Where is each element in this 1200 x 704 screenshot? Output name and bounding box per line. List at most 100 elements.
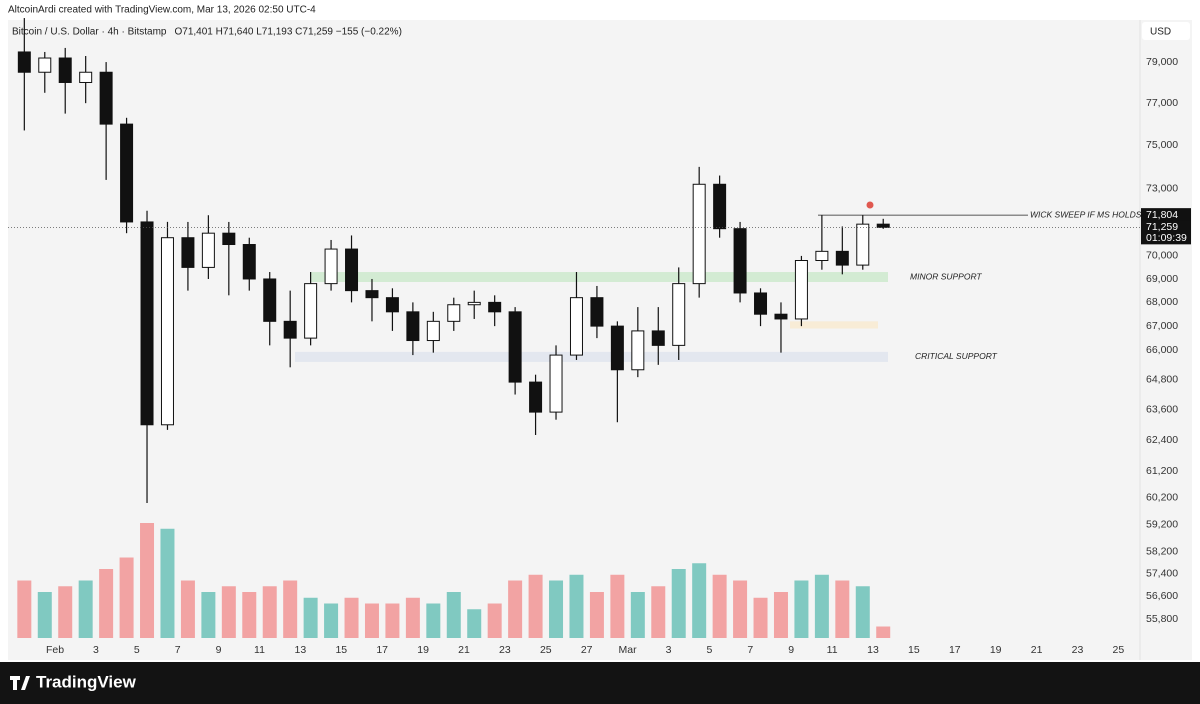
x-tick-label: 17 bbox=[949, 644, 961, 656]
candle-body bbox=[324, 248, 338, 285]
zone bbox=[790, 321, 878, 329]
y-tick-label: 63,600 bbox=[1146, 403, 1178, 415]
volume-bar bbox=[610, 574, 625, 638]
volume-bar bbox=[201, 592, 216, 638]
x-tick-label: 13 bbox=[867, 644, 879, 656]
candle-body bbox=[651, 330, 665, 346]
logo-text: TradingView bbox=[36, 672, 137, 691]
candle-body bbox=[160, 237, 174, 426]
volume-bar bbox=[385, 603, 400, 638]
volume-bar bbox=[364, 603, 379, 638]
volume-bar bbox=[651, 586, 666, 638]
candle-body bbox=[17, 51, 31, 73]
volume-bar bbox=[733, 580, 748, 638]
volume-bar bbox=[180, 580, 195, 638]
volume-bar bbox=[140, 523, 155, 638]
ohlc-legend: O71,401 H71,640 L71,193 C71,259 −155 (−0… bbox=[175, 27, 402, 38]
y-tick-label: 56,600 bbox=[1146, 590, 1178, 602]
y-tick-label: 70,000 bbox=[1146, 250, 1178, 262]
x-tick-label: 3 bbox=[93, 644, 99, 656]
x-tick-label: 5 bbox=[134, 644, 140, 656]
volume-bar bbox=[712, 574, 727, 638]
logo-icon bbox=[10, 676, 30, 690]
candle-body bbox=[529, 381, 543, 413]
x-tick-label: 3 bbox=[666, 644, 672, 656]
y-tick-label: 59,200 bbox=[1146, 518, 1178, 530]
candle-body bbox=[590, 297, 604, 327]
y-tick-label: 73,000 bbox=[1146, 182, 1178, 194]
sweep-tag-text: 71,804 bbox=[1146, 209, 1178, 221]
alert-dot bbox=[866, 201, 874, 209]
candle-body bbox=[385, 297, 399, 313]
x-tick-label: 21 bbox=[458, 644, 470, 656]
x-tick-label: 7 bbox=[747, 644, 753, 656]
x-tick-label: 13 bbox=[295, 644, 307, 656]
x-tick-label: 25 bbox=[1113, 644, 1125, 656]
candle-body bbox=[304, 283, 318, 339]
y-tick-label: 77,000 bbox=[1146, 97, 1178, 109]
x-tick-label: 9 bbox=[788, 644, 794, 656]
x-tick-label: 11 bbox=[827, 644, 838, 656]
volume-bar bbox=[119, 557, 134, 638]
x-tick-label: 15 bbox=[908, 644, 920, 656]
x-tick-label: 19 bbox=[417, 644, 429, 656]
x-tick-label: 7 bbox=[175, 644, 181, 656]
attribution: AltcoinArdi created with TradingView.com… bbox=[8, 5, 316, 16]
footer bbox=[0, 662, 1200, 704]
x-tick-label: 19 bbox=[990, 644, 1002, 656]
volume-bar bbox=[528, 574, 543, 638]
candle-body bbox=[610, 325, 624, 371]
candle-body bbox=[876, 223, 890, 228]
candle-body bbox=[549, 354, 563, 413]
y-tick-label: 68,000 bbox=[1146, 296, 1178, 308]
candle-body bbox=[99, 71, 113, 125]
volume-bar bbox=[569, 574, 584, 638]
volume-bar bbox=[262, 586, 277, 638]
y-tick-label: 75,000 bbox=[1146, 139, 1178, 151]
volume-bar bbox=[753, 597, 768, 638]
zone-label: MINOR SUPPORT bbox=[910, 271, 982, 281]
candle-body bbox=[815, 250, 829, 262]
volume-bar bbox=[283, 580, 298, 638]
y-tick-label: 60,200 bbox=[1146, 491, 1178, 503]
candle-body bbox=[692, 183, 706, 285]
y-tick-label: 58,200 bbox=[1146, 546, 1178, 558]
volume-bar bbox=[487, 603, 502, 638]
candle-body bbox=[569, 297, 583, 356]
candle-body bbox=[426, 320, 440, 342]
plot: MINOR SUPPORT CRITICAL SUPPORT 79,000 77,00… bbox=[8, 18, 1191, 656]
volume-bar bbox=[794, 580, 809, 638]
candle-body bbox=[835, 250, 849, 266]
x-tick-label: 9 bbox=[216, 644, 222, 656]
chart-title: Bitcoin / U.S. Dollar · 4h · Bitstamp bbox=[12, 27, 167, 38]
volume-bar bbox=[876, 626, 891, 638]
volume-bar bbox=[242, 592, 257, 638]
x-tick-label: 5 bbox=[706, 644, 712, 656]
candle-body bbox=[856, 223, 870, 266]
candle-body bbox=[467, 301, 481, 306]
candle-body bbox=[447, 304, 461, 322]
candle-body bbox=[631, 330, 645, 371]
volume-bar bbox=[344, 597, 359, 638]
sweep-tag bbox=[1141, 208, 1191, 223]
volume-bar bbox=[78, 580, 93, 638]
volume-bar bbox=[814, 574, 829, 638]
volume-bar bbox=[549, 580, 564, 638]
y-tick-label: 67,000 bbox=[1146, 320, 1178, 332]
volume-bar bbox=[405, 597, 420, 638]
candle-body bbox=[754, 292, 768, 315]
volume-bar bbox=[324, 603, 339, 638]
volume-bar bbox=[835, 580, 850, 638]
volume-bar bbox=[446, 592, 461, 638]
volume-bar bbox=[303, 597, 318, 638]
x-tick-label: 23 bbox=[499, 644, 511, 656]
volume-bar bbox=[855, 586, 870, 638]
last-price-text: 71,259 bbox=[1146, 221, 1178, 233]
volume-bar bbox=[630, 592, 645, 638]
sweep-label: WICK SWEEP IF MS HOLDS bbox=[1030, 209, 1142, 219]
y-tick-label: 55,800 bbox=[1146, 613, 1178, 625]
zone bbox=[295, 351, 888, 362]
y-tick-label: 62,400 bbox=[1146, 434, 1178, 446]
y-tick-label: 61,200 bbox=[1146, 465, 1178, 477]
